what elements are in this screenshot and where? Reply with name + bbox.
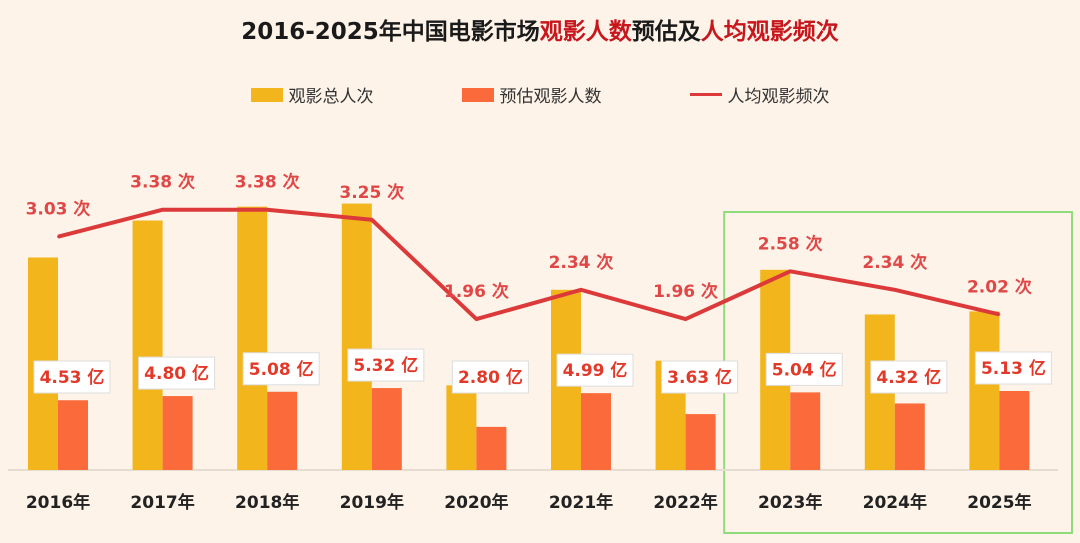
bar-total (237, 206, 268, 470)
legend-line (689, 93, 722, 96)
data-label-frequency: 3.38 次 (130, 172, 195, 193)
bar-audience (162, 396, 193, 470)
x-tick-label: 2019年 (340, 492, 404, 513)
line-point (266, 208, 269, 211)
data-label-audience: 5.32 亿 (353, 355, 418, 376)
x-tick-label: 2024年 (863, 492, 927, 513)
data-label-audience: 4.53 亿 (40, 367, 105, 388)
bar-total (969, 311, 1000, 470)
bar-total (446, 385, 477, 470)
data-label-frequency: 3.25 次 (339, 182, 404, 203)
x-tick-label: 2025年 (967, 492, 1031, 513)
data-label-audience: 4.99 亿 (563, 360, 628, 381)
x-tick-label: 2023年 (758, 492, 822, 513)
legend-label: 观影总人次 (288, 87, 374, 107)
chart-title: 2016-2025年中国电影市场观影人数预估及人均观影频次 (0, 12, 1080, 46)
bar-audience (267, 391, 298, 470)
data-label-box (347, 348, 425, 382)
bar-audience (685, 414, 716, 470)
data-label-audience: 3.63 亿 (667, 367, 732, 388)
legend-label: 预估观影人数 (499, 87, 602, 107)
data-label-frequency: 2.58 次 (758, 233, 823, 254)
data-label-box (556, 353, 634, 387)
line-point (789, 270, 792, 273)
data-label-frequency: 2.02 次 (967, 276, 1032, 297)
legend: 观影总人次 预估观影人数 人均观影频次 (0, 82, 1080, 107)
line-point (57, 235, 59, 238)
title-part: 预估及 (631, 19, 701, 45)
bar-total (132, 220, 163, 470)
data-label-box (661, 360, 739, 394)
x-tick-label: 2017年 (130, 492, 194, 513)
data-label-audience: 5.08 亿 (249, 359, 314, 380)
data-label-frequency: 3.38 次 (235, 172, 300, 193)
data-label-box (974, 351, 1052, 385)
line-point (580, 288, 582, 291)
data-label-audience: 4.32 亿 (876, 367, 941, 388)
x-tick-label: 2022年 (653, 492, 717, 513)
legend-swatch (250, 87, 283, 102)
data-label-audience: 2.80 亿 (458, 367, 523, 388)
legend-item-audience: 预估观影人数 (461, 82, 602, 107)
bar-audience (999, 390, 1030, 470)
data-label-frequency: 1.96 次 (444, 281, 509, 302)
x-tick-label: 2016年 (26, 492, 90, 513)
legend-label: 人均观影频次 (727, 87, 830, 107)
data-label-frequency: 1.96 次 (653, 281, 718, 302)
data-label-frequency: 2.34 次 (549, 252, 614, 273)
line-point (161, 208, 164, 211)
data-label-box (870, 360, 948, 394)
data-label-box (138, 356, 216, 390)
line-point (893, 288, 896, 291)
line-point (370, 218, 373, 221)
bar-audience (894, 403, 925, 470)
x-tick-label: 2021年 (549, 492, 613, 513)
line-point (998, 313, 1001, 316)
line-point (684, 318, 687, 321)
title-highlight: 观影人数 (539, 19, 632, 45)
bar-audience (581, 393, 611, 470)
data-label-box (451, 360, 529, 394)
bar-audience (58, 400, 88, 470)
data-label-audience: 5.13 亿 (981, 358, 1046, 379)
legend-item-total: 观影总人次 (250, 82, 374, 107)
data-label-frequency: 3.03 次 (26, 199, 91, 220)
data-label-box (33, 360, 111, 394)
legend-swatch (461, 87, 494, 102)
title-part: 2016-2025年中国电影市场 (241, 19, 540, 45)
title-highlight: 人均观影频次 (700, 19, 839, 45)
bar-audience (371, 388, 402, 470)
line-point (475, 318, 478, 321)
bar-audience (476, 426, 507, 470)
bar-audience (790, 392, 821, 470)
legend-item-frequency: 人均观影频次 (689, 82, 830, 107)
data-label-audience: 5.04 亿 (772, 359, 837, 380)
data-label-audience: 4.80 亿 (144, 363, 209, 384)
data-label-box (765, 352, 843, 386)
line-frequency (57, 207, 1000, 322)
x-tick-label: 2020年 (444, 492, 508, 513)
data-label-box (242, 352, 320, 386)
bar-total (341, 203, 372, 470)
data-label-frequency: 2.34 次 (862, 252, 927, 273)
x-tick-label: 2018年 (235, 492, 299, 513)
